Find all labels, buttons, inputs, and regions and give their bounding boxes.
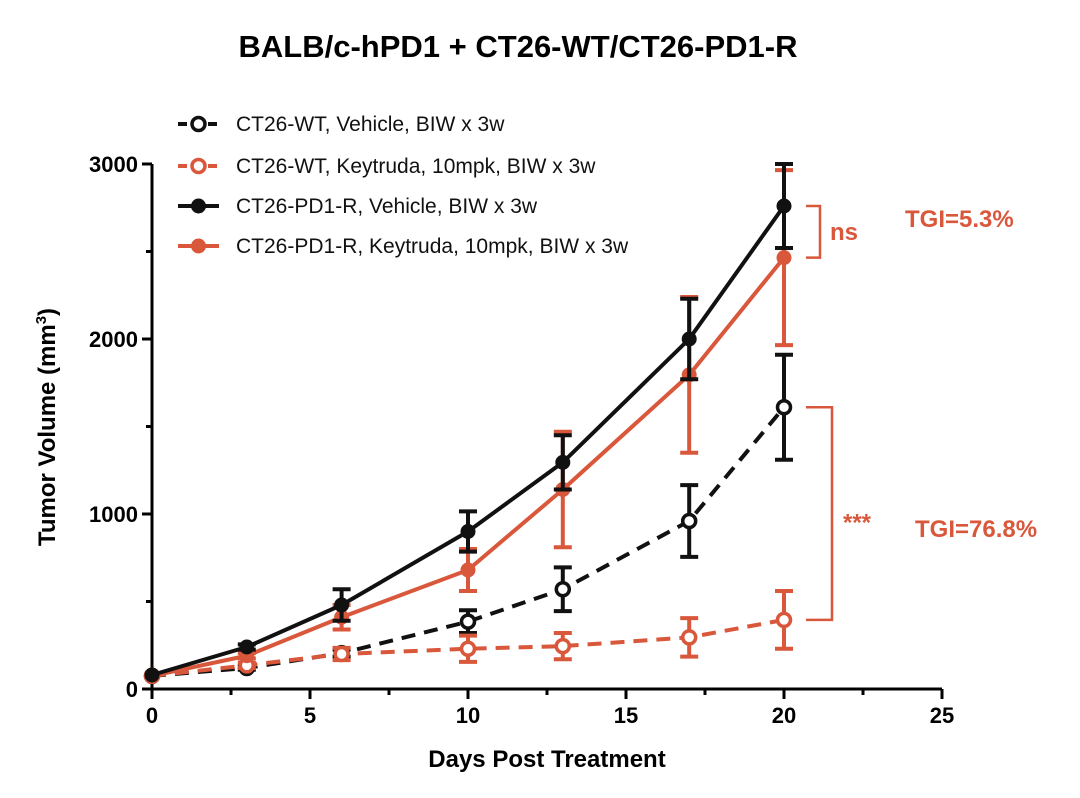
legend-label-1: CT26-WT, Keytruda, 10mpk, BIW x 3w xyxy=(236,155,596,178)
y-tick-label: 3000 xyxy=(89,152,138,177)
axes: 0 5 10 15 20 25 0 1000 2000 3000 xyxy=(89,152,954,728)
data-point xyxy=(775,611,793,629)
x-tick-label: 0 xyxy=(146,703,158,728)
legend-label-0: CT26-WT, Vehicle, BIW x 3w xyxy=(236,113,505,136)
x-tick-label: 20 xyxy=(772,703,796,728)
data-point xyxy=(460,562,476,578)
y-tick-label: 1000 xyxy=(89,502,138,527)
significance-bracket xyxy=(806,406,834,622)
data-point xyxy=(775,399,793,416)
ns-label: ns xyxy=(830,219,858,246)
legend-marker-3 xyxy=(191,238,206,254)
tgi-label-2: TGI=76.8% xyxy=(915,516,1037,543)
data-point xyxy=(460,524,476,539)
x-tick-label: 10 xyxy=(456,703,480,728)
y-axis-label-close: ) xyxy=(34,308,61,316)
x-tick-label: 25 xyxy=(930,703,954,728)
x-tick-label: 15 xyxy=(614,703,638,728)
data-point xyxy=(680,512,698,530)
series-2 xyxy=(144,162,793,683)
data-point xyxy=(776,250,792,266)
legend-marker-1 xyxy=(190,157,207,175)
legend-marker-2 xyxy=(191,198,206,214)
data-point xyxy=(554,637,572,655)
data-point xyxy=(554,581,572,598)
data-point xyxy=(239,639,255,655)
tgi-label-1: TGI=5.3% xyxy=(905,206,1014,233)
y-axis-label-superscript: 3 xyxy=(33,316,50,324)
data-point xyxy=(333,645,350,663)
annotations: ns TGI=5.3% *** TGI=76.8% xyxy=(806,204,1037,622)
data-point xyxy=(555,454,571,470)
significance-stars: *** xyxy=(843,510,872,537)
series-1 xyxy=(143,589,793,685)
x-tick-label: 5 xyxy=(304,703,316,728)
x-axis-label: Days Post Treatment xyxy=(428,746,665,773)
data-point xyxy=(776,198,792,214)
y-axis-label: Tumor Volume (mm3) xyxy=(33,308,61,546)
chart-title: BALB/c-hPD1 + CT26-WT/CT26-PD1-R xyxy=(239,29,798,64)
data-point xyxy=(681,331,697,347)
y-axis-label-main: Tumor Volume (mm xyxy=(34,324,61,546)
data-point xyxy=(334,597,350,613)
data-point xyxy=(680,629,698,646)
legend-label-3: CT26-PD1-R, Keytruda, 10mpk, BIW x 3w xyxy=(236,235,629,258)
data-point xyxy=(144,667,160,683)
data-point xyxy=(459,640,477,657)
y-tick-label: 2000 xyxy=(89,327,138,352)
legend: CT26-WT, Vehicle, BIW x 3w CT26-WT, Keytr… xyxy=(178,113,629,258)
ns-bracket xyxy=(806,204,822,259)
legend-marker-0 xyxy=(190,115,207,133)
y-tick-label: 0 xyxy=(126,677,138,702)
legend-label-2: CT26-PD1-R, Vehicle, BIW x 3w xyxy=(236,195,538,218)
series-layer xyxy=(143,162,793,685)
data-point xyxy=(459,613,477,630)
